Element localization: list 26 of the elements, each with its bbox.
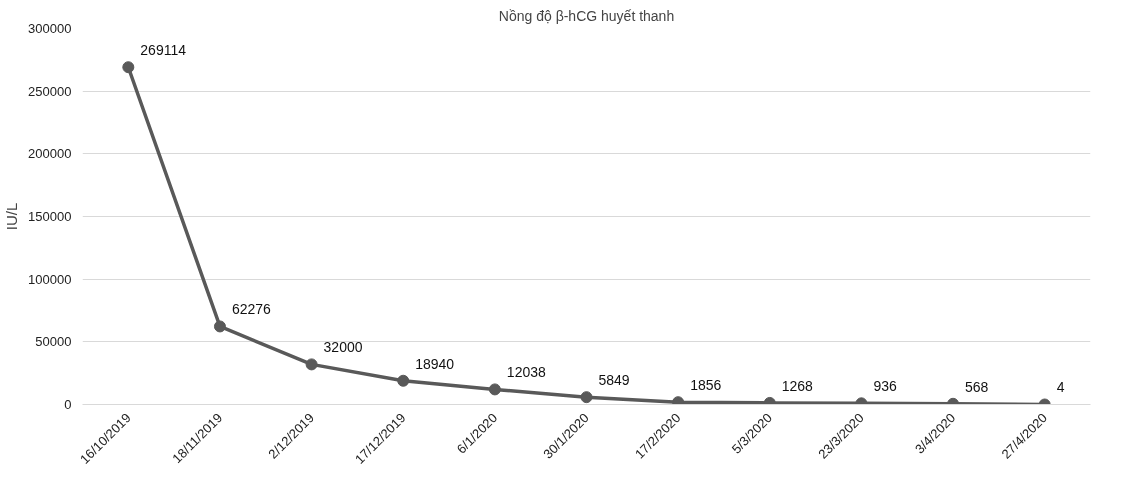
point bbox=[305, 358, 318, 371]
data-label: 269114 bbox=[140, 42, 187, 59]
data-label: 12038 bbox=[506, 364, 547, 381]
point bbox=[397, 374, 410, 387]
point bbox=[580, 391, 593, 404]
y-tick-label: 200000 bbox=[28, 146, 72, 162]
data-label: 5849 bbox=[598, 372, 630, 389]
y-tick-label: 300000 bbox=[28, 21, 72, 36]
data-label: 568 bbox=[965, 378, 989, 395]
y-tick-label: 0 bbox=[64, 397, 72, 412]
y-tick-label: 50000 bbox=[35, 334, 72, 350]
data-label: 32000 bbox=[323, 339, 363, 356]
point bbox=[122, 61, 135, 74]
point bbox=[488, 383, 501, 396]
data-label: 62276 bbox=[231, 301, 272, 318]
data-label: 1856 bbox=[690, 377, 722, 394]
y-tick-label: 150000 bbox=[28, 209, 72, 224]
chart-title: Nồng độ β-hCG huyết thanh bbox=[498, 7, 675, 24]
point bbox=[213, 320, 226, 333]
data-label: 936 bbox=[873, 378, 897, 395]
y-tick-label: 250000 bbox=[28, 83, 72, 99]
y-tick-label: 100000 bbox=[28, 271, 72, 287]
data-label: 18940 bbox=[415, 355, 455, 372]
data-label: 1268 bbox=[781, 377, 814, 394]
data-label: 4 bbox=[1056, 379, 1065, 396]
y-axis-title: IU/L bbox=[3, 202, 21, 231]
